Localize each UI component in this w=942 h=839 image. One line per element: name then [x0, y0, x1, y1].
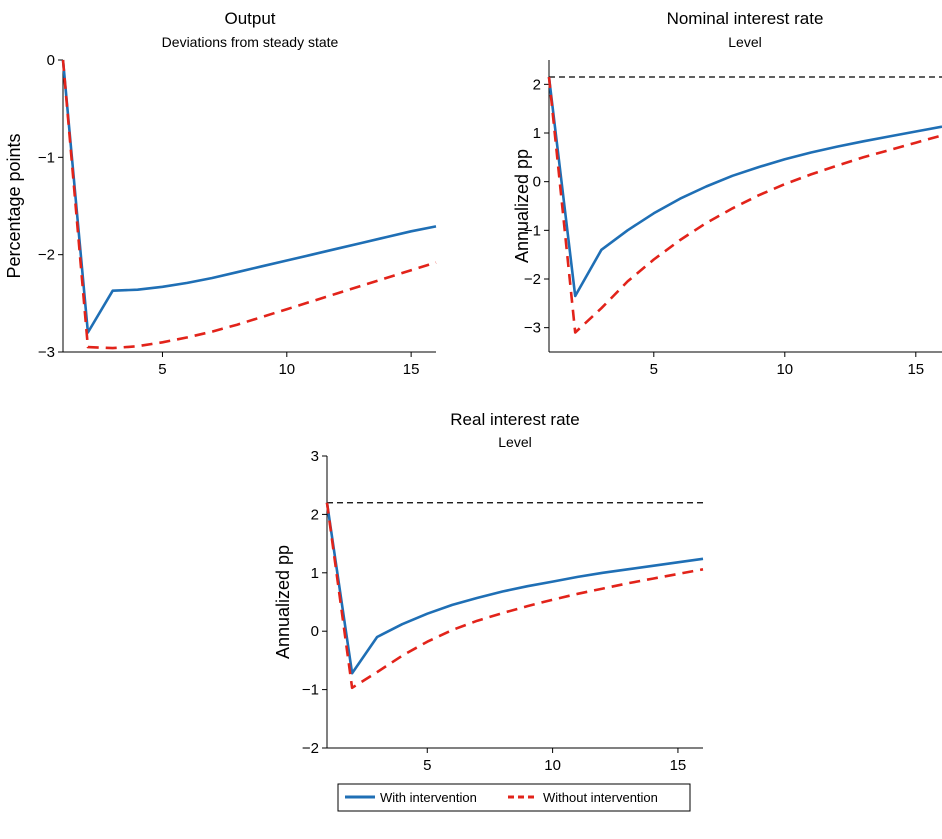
y-tick-label: −1 [38, 149, 55, 166]
y-tick-label: −2 [524, 271, 541, 288]
nominal-interest-rate-panel: Nominal interest rate Level Annualized pp 2… [512, 9, 942, 378]
panel-subtitle: Deviations from steady state [162, 34, 339, 50]
y-tick-label: 1 [533, 125, 541, 142]
y-axis-label: Annualized pp [512, 149, 532, 263]
series-line-without-intervention [61, 59, 437, 350]
x-tick-label: 5 [650, 361, 658, 378]
series-line-without-intervention [325, 502, 704, 690]
output-panel: Output Deviations from steady state Percen… [4, 9, 437, 378]
y-tick-label: −2 [38, 247, 55, 264]
y-tick-label: 1 [311, 565, 319, 582]
panel-subtitle: Level [498, 434, 531, 450]
series-line-without-intervention [547, 76, 942, 334]
panel-title: Nominal interest rate [667, 9, 824, 28]
y-tick-label: −2 [302, 740, 319, 757]
legend-label-without-intervention: Without intervention [543, 790, 658, 805]
panel-subtitle: Level [728, 34, 761, 50]
legend-label-with-intervention: With intervention [380, 790, 477, 805]
series-line-with-intervention [547, 76, 942, 298]
y-tick-label: 0 [311, 623, 319, 640]
x-tick-label: 5 [423, 757, 431, 774]
panel-title: Real interest rate [450, 410, 579, 429]
x-tick-label: 10 [776, 361, 793, 378]
y-tick-label: 2 [533, 76, 541, 93]
y-tick-label: −3 [38, 344, 55, 361]
x-tick-label: 5 [158, 361, 166, 378]
panel-title: Output [224, 9, 275, 28]
x-tick-label: 15 [403, 361, 420, 378]
y-axis-label: Percentage points [4, 133, 24, 278]
y-tick-label: −3 [524, 320, 541, 337]
legend: With intervention Without intervention [337, 783, 691, 812]
x-tick-label: 10 [278, 361, 295, 378]
series-line-with-intervention [61, 59, 437, 334]
y-tick-label: −1 [524, 222, 541, 239]
y-tick-label: −1 [302, 682, 319, 699]
x-tick-label: 10 [544, 757, 561, 774]
x-tick-label: 15 [907, 361, 924, 378]
y-tick-label: 2 [311, 506, 319, 523]
x-tick-label: 15 [670, 757, 687, 774]
y-tick-label: 0 [47, 52, 55, 69]
series-line-with-intervention [325, 502, 704, 675]
y-tick-label: 3 [311, 448, 319, 465]
y-tick-label: 0 [533, 174, 541, 191]
y-axis-label: Annualized pp [273, 545, 293, 659]
